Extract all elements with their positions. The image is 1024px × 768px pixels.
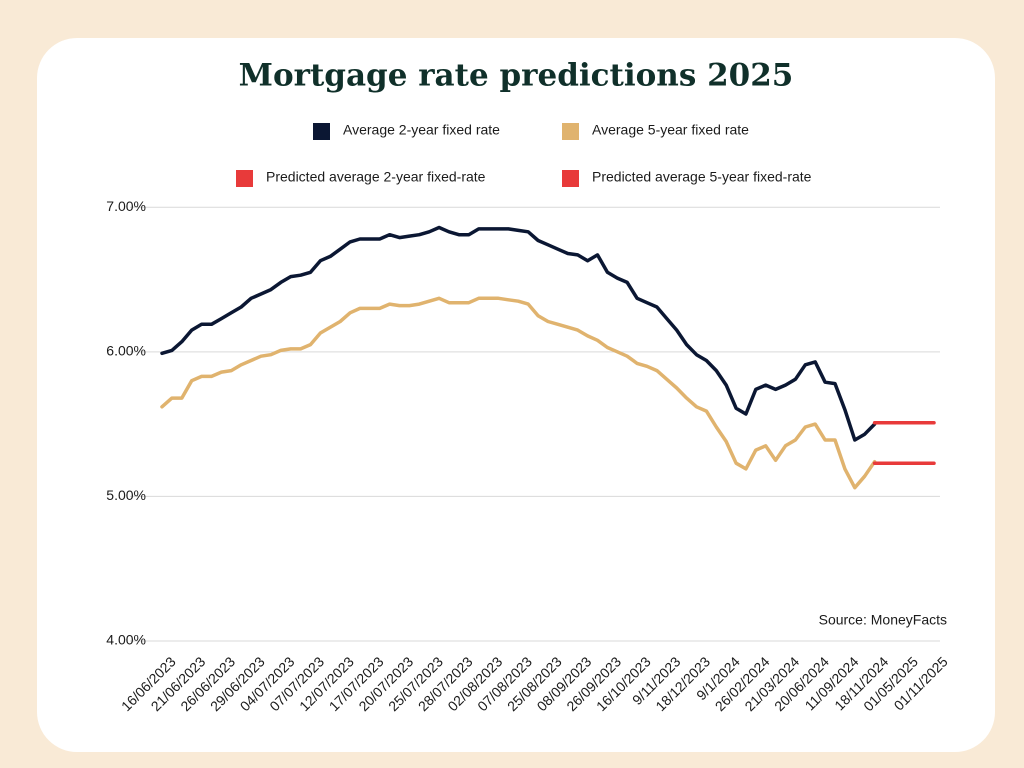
legend-swatch	[562, 170, 579, 187]
source-note: Source: MoneyFacts	[819, 612, 947, 628]
y-tick-label: 7.00%	[106, 198, 146, 214]
series-line	[160, 296, 877, 490]
legend-label: Predicted average 2-year fixed-rate	[266, 169, 486, 185]
card	[37, 38, 995, 752]
legend-label: Predicted average 5-year fixed-rate	[592, 169, 812, 185]
legend-swatch	[236, 170, 253, 187]
legend-swatch	[313, 123, 330, 140]
y-tick-label: 4.00%	[106, 632, 146, 648]
legend-swatch	[562, 123, 579, 140]
legend-label: Average 5-year fixed rate	[592, 122, 749, 138]
y-tick-label: 5.00%	[106, 487, 146, 503]
legend-label: Average 2-year fixed rate	[343, 122, 500, 138]
y-tick-label: 6.00%	[106, 343, 146, 359]
chart-title: Mortgage rate predictions 2025	[239, 58, 794, 94]
series-line	[160, 225, 877, 442]
